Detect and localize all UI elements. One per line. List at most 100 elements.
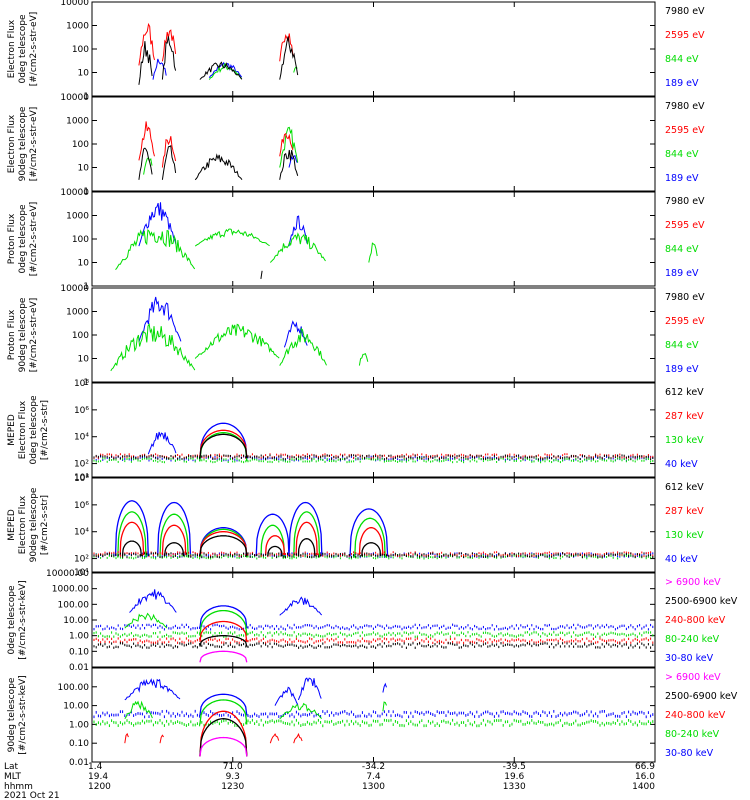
panel-4-ylabel-line: 90deg telescope xyxy=(18,297,28,372)
panel-6-legend-item: 130 keV xyxy=(665,530,704,541)
panel-6-series-4-dome-5 xyxy=(297,538,316,557)
panel-7-series-2-burst-1 xyxy=(124,612,168,629)
panel-5-ytick-label: 10⁶ xyxy=(74,406,89,416)
panel-2-series-3-burst-1 xyxy=(138,121,155,161)
panel-6-legend-item: 612 keV xyxy=(665,482,704,493)
panel-4-series-1 xyxy=(138,296,308,348)
panel-7-series-2-dome-1 xyxy=(199,609,248,636)
panel-4-series-2 xyxy=(110,322,369,372)
xaxis-row-label: hhmm xyxy=(4,782,33,792)
panel-7-series-2 xyxy=(93,609,654,639)
panel-3-legend-item: 844 eV xyxy=(665,244,699,255)
panel-5-ytick-label: 10¹ xyxy=(74,473,89,483)
panel-6-series-1-dome-5 xyxy=(288,501,323,557)
panel-8-series-3-burst-3 xyxy=(269,733,280,744)
panel-8-legend-item: 80-240 keV xyxy=(665,729,720,740)
xaxis-row-label: Lat xyxy=(4,762,19,772)
panel-4-ytick-label: 100 xyxy=(72,331,89,341)
panel-1-series-4-burst-1 xyxy=(138,41,153,85)
panel-1-series-4-burst-4 xyxy=(279,36,299,80)
panel-8-series-2-burst-3 xyxy=(382,701,387,712)
panel-5-ylabel-line: Electron Flux xyxy=(18,400,28,459)
panel-2-series-4-burst-2 xyxy=(161,144,177,180)
xaxis-tick-value: 1300 xyxy=(362,782,385,792)
panel-4-series-2-burst-2 xyxy=(194,323,280,359)
xaxis-tick-value: 9.3 xyxy=(226,772,240,782)
panel-1-series-4 xyxy=(138,36,299,85)
panel-6-series-1-dome-2 xyxy=(157,501,192,557)
panel-3-ytick-label: 10000 xyxy=(60,188,89,198)
panel-3-series-2-burst-3 xyxy=(269,232,326,263)
panel-5-ylabel-line: MEPED xyxy=(7,414,17,446)
panel-3-series-2 xyxy=(115,228,378,270)
xaxis-tick-value: 1330 xyxy=(503,782,526,792)
panel-5-series-2 xyxy=(93,429,654,460)
panel-5-legend-item: 612 keV xyxy=(665,387,704,398)
panel-1-series-1-burst-2 xyxy=(152,58,167,80)
panel-2-ytick-label: 100 xyxy=(72,140,89,150)
panel-5-ylabel-line: 0deg telescope xyxy=(29,395,39,465)
panel-1-series-4-burst-2 xyxy=(161,36,177,80)
panel-8-series-1 xyxy=(93,677,654,719)
panel-2-series-2-burst-1 xyxy=(279,126,299,168)
panel-1-series-1 xyxy=(152,58,243,80)
panel-1-legend-item: 189 eV xyxy=(665,78,699,89)
panel-6-legend-item: 287 keV xyxy=(665,506,704,517)
panel-2-ylabel-line: Electron Flux xyxy=(7,114,17,173)
panel-6-ytick-label: 10⁸ xyxy=(74,474,89,484)
panel-4-ytick-label: 10 xyxy=(78,355,90,365)
panel-4-series-1-burst-2 xyxy=(283,320,308,348)
panel-6-series-3-dome-3 xyxy=(199,531,248,556)
panel-8-ytick-label: 100.00 xyxy=(58,683,90,693)
panel-5-ylabel-line: [#/cm2-s-str] xyxy=(40,400,50,460)
xaxis-tick-value: 1400 xyxy=(632,782,655,792)
panel-2-series-3-burst-2 xyxy=(161,136,177,168)
panel-7-series-5 xyxy=(199,650,248,663)
panel-3-ytick-label: 1 xyxy=(83,282,89,292)
panel-7-frame xyxy=(91,572,656,668)
panel-2-legend-item: 189 eV xyxy=(665,173,699,184)
panel-6-series-3-dome-4 xyxy=(264,535,286,556)
panel-2-ytick-label: 1000 xyxy=(66,117,89,127)
xaxis-tick-value: 1230 xyxy=(221,782,244,792)
panel-8-series-2-dome-1 xyxy=(199,699,248,725)
panel-2-series-4-burst-4 xyxy=(279,149,299,180)
xaxis-tick-value: 1.4 xyxy=(88,762,103,772)
panel-3-series-1-burst-1 xyxy=(138,202,177,247)
panel-6-series-3-dome-5 xyxy=(295,521,318,556)
panel-7-ytick-label: 0.01 xyxy=(69,663,89,673)
panel-7-series-4-dome-1 xyxy=(199,635,248,647)
panel-6-series-4-dome-2 xyxy=(164,542,185,557)
panel-3-series-3-burst-1 xyxy=(260,270,263,279)
panel-1-series-3 xyxy=(138,22,294,66)
panel-1-ytick-label: 1000 xyxy=(66,22,89,32)
xaxis-row-label: MLT xyxy=(4,772,22,782)
panel-8-series-5 xyxy=(199,736,248,757)
panel-6-series-1-dome-3 xyxy=(199,527,248,557)
panel-2-series-3 xyxy=(138,121,294,168)
panel-8-ytick-label: 10.00 xyxy=(63,702,89,712)
panel-6-series-2-dome-1 xyxy=(117,511,147,558)
panel-2-legend-item: 7980 eV xyxy=(665,101,705,112)
panel-3-series-1 xyxy=(138,202,308,247)
panel-3-legend-item: 189 eV xyxy=(665,268,699,279)
panel-5-series-4 xyxy=(93,433,654,461)
panel-4-series-2-burst-1 xyxy=(110,322,196,372)
panel-5-frame xyxy=(91,382,656,478)
xaxis-tick-value: -39.5 xyxy=(503,762,526,772)
panel-8-series-3-burst-4 xyxy=(293,732,303,744)
panel-5-ytick-label: 10⁴ xyxy=(74,433,89,443)
panel-1-ytick-label: 100 xyxy=(72,45,89,55)
panel-2-ylabel-line: 90deg telescope xyxy=(18,106,28,181)
panel-6-series-3 xyxy=(93,521,654,558)
panel-8-series-2-burst-2 xyxy=(279,702,322,720)
panel-6-ylabel-line: 90deg telescope xyxy=(29,487,39,562)
panel-3-legend-item: 2595 eV xyxy=(665,220,705,231)
panel-4-ytick-label: 10000 xyxy=(60,284,89,294)
panel-6-series-3-dome-6 xyxy=(358,527,384,556)
panel-6-legend-item: 40 keV xyxy=(665,554,698,565)
panel-7-legend-item: > 6900 keV xyxy=(665,577,721,588)
panel-7-legend-item: 30-80 keV xyxy=(665,653,714,664)
panel-8-series-5-dome-1 xyxy=(199,736,248,757)
panel-6-series-4-dome-6 xyxy=(361,542,382,557)
